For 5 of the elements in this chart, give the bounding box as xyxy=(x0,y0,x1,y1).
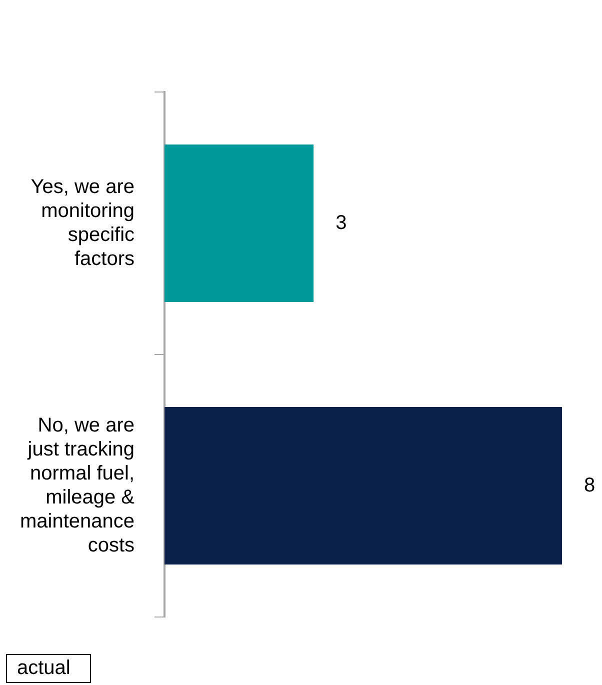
y-tick-label: Yes, we are monitoring specific factors xyxy=(30,176,135,270)
data-label: 3 xyxy=(336,212,347,234)
data-label: 8 xyxy=(584,474,596,496)
text: actual xyxy=(6,654,92,683)
y-tick-label: No, we are just tracking normal fuel, mileage & maintenance costs xyxy=(20,414,136,556)
